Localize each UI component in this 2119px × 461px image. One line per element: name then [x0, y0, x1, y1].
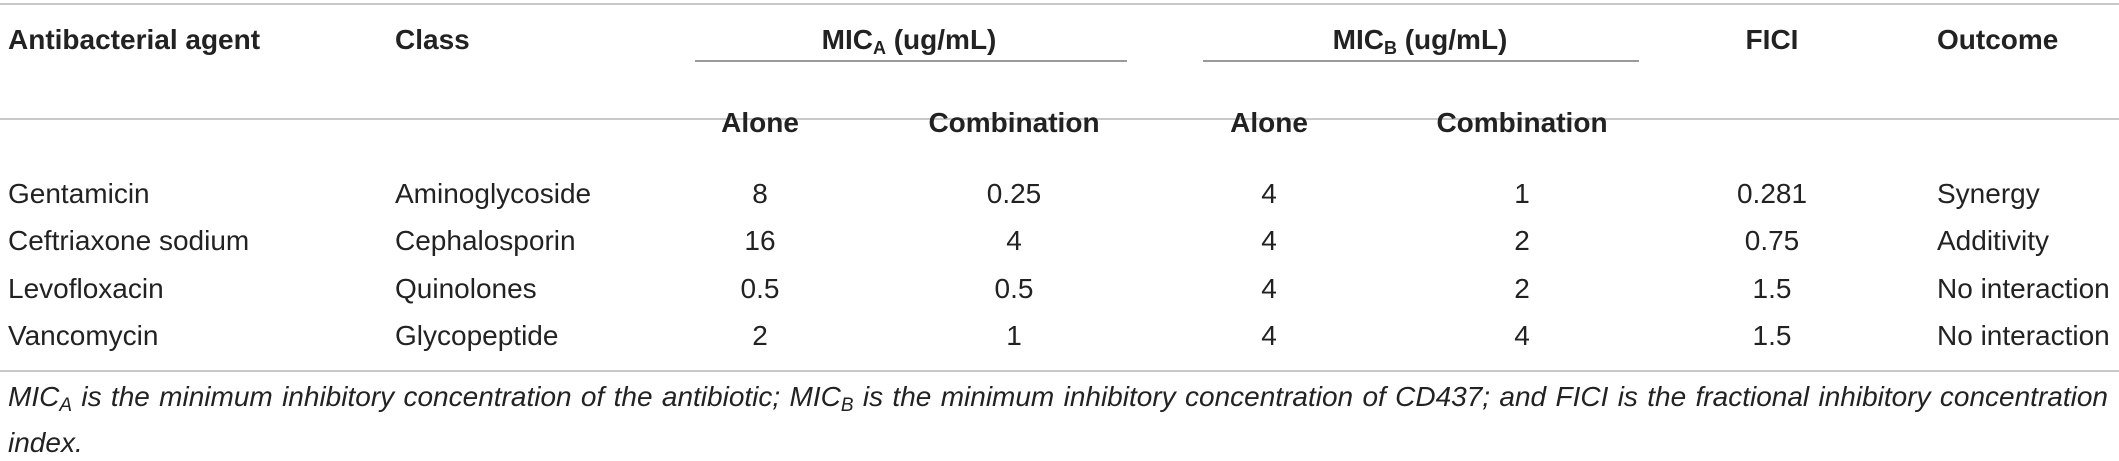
table-row-agent: Levofloxacin	[8, 273, 164, 304]
table-row-mica-combination: 1	[1006, 320, 1022, 351]
table-row-micb-combination: 1	[1514, 178, 1530, 209]
header-fici: FICI	[1745, 24, 1799, 55]
table-row-fici: 0.75	[1744, 225, 1800, 256]
table-row-micb-alone: 4	[1261, 273, 1277, 304]
table-row-class: Quinolones	[395, 273, 537, 304]
micb-group-rule	[1203, 60, 1639, 62]
table-row-mica-alone: 16	[744, 225, 776, 256]
table-row-mica-alone: 0.5	[740, 273, 780, 304]
table-row-micb-alone: 4	[1261, 320, 1277, 351]
table-row-fici: 1.5	[1752, 320, 1792, 351]
table-row-class: Cephalosporin	[395, 225, 576, 256]
header-micb-alone: Alone	[1230, 107, 1308, 138]
header-micb-combination: Combination	[1436, 107, 1608, 138]
table-bottom-rule	[0, 370, 2119, 372]
header-mica-alone: Alone	[721, 107, 799, 138]
header-antibacterial-agent: Antibacterial agent	[8, 24, 261, 55]
table-row-outcome: No interaction	[1937, 273, 2110, 304]
table-row-outcome: Additivity	[1937, 225, 2050, 256]
header-mica-combination: Combination	[928, 107, 1100, 138]
table-row-agent: Gentamicin	[8, 178, 150, 209]
header-class: Class	[395, 24, 470, 55]
table-row-outcome: No interaction	[1937, 320, 2110, 351]
table-row-mica-alone: 2	[752, 320, 768, 351]
table-top-rule	[0, 3, 2119, 5]
table-row-agent: Vancomycin	[8, 320, 159, 351]
table-row-micb-combination: 2	[1514, 225, 1530, 256]
table-row-mica-combination: 4	[1006, 225, 1022, 256]
table-row-outcome: Synergy	[1937, 178, 2040, 209]
table-row-fici: 1.5	[1752, 273, 1792, 304]
table-row-micb-alone: 4	[1261, 178, 1277, 209]
table-footnote: MICA is the minimum inhibitory concentra…	[8, 381, 2108, 458]
table-row-mica-alone: 8	[752, 178, 768, 209]
header-micb: MICB (ug/mL)	[1332, 24, 1508, 58]
header-mica: MICA (ug/mL)	[821, 24, 997, 58]
table-row-mica-combination: 0.25	[986, 178, 1042, 209]
header-bottom-rule	[0, 118, 2119, 120]
table-row-fici: 0.281	[1736, 178, 1808, 209]
table-row-micb-combination: 2	[1514, 273, 1530, 304]
table-row-mica-combination: 0.5	[994, 273, 1034, 304]
table-row-class: Glycopeptide	[395, 320, 559, 351]
table-row-micb-alone: 4	[1261, 225, 1277, 256]
table-row-class: Aminoglycoside	[395, 178, 592, 209]
table-row-micb-combination: 4	[1514, 320, 1530, 351]
mica-group-rule	[695, 60, 1127, 62]
header-outcome: Outcome	[1937, 24, 2059, 55]
table-row-agent: Ceftriaxone sodium	[8, 225, 250, 256]
